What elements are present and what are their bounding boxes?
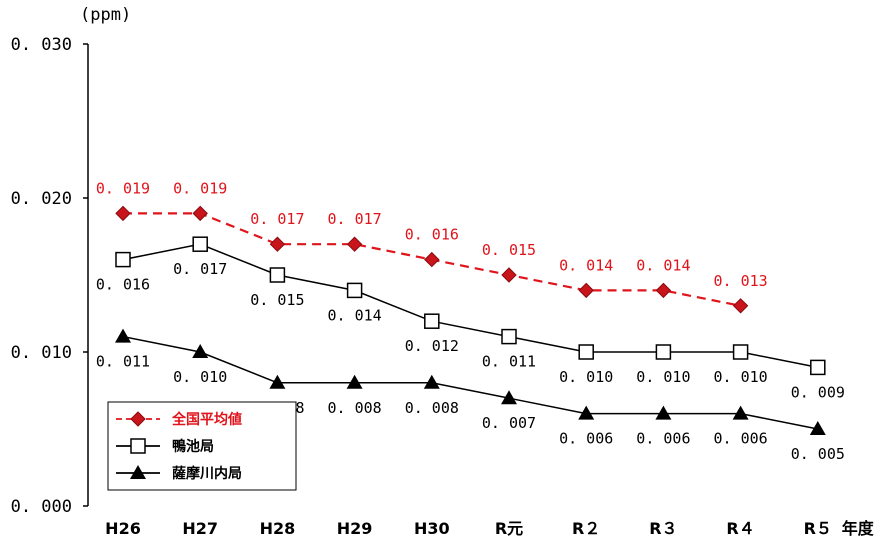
x-tick-label: R５ <box>804 519 832 538</box>
data-label: 0. 017 <box>173 260 227 278</box>
data-label: 0. 015 <box>250 291 304 309</box>
x-tick-label: R３ <box>649 519 677 538</box>
data-label: 0. 008 <box>328 399 382 417</box>
data-label: 0. 010 <box>559 368 613 386</box>
series-2 <box>116 237 825 374</box>
legend-label: 鴨池局 <box>172 438 214 455</box>
x-tick-label: R２ <box>572 519 600 538</box>
data-label: 0. 010 <box>173 368 227 386</box>
data-label: 0. 009 <box>791 383 845 401</box>
data-label: 0. 019 <box>96 179 150 197</box>
data-point <box>579 283 593 297</box>
data-point <box>811 360 825 374</box>
data-point <box>655 406 671 420</box>
data-label: 0. 013 <box>714 272 768 290</box>
data-label: 0. 007 <box>482 414 536 432</box>
data-label: 0. 006 <box>714 430 768 448</box>
legend-marker <box>131 439 145 453</box>
data-point <box>733 406 749 420</box>
data-label: 0. 005 <box>791 445 845 463</box>
data-point <box>270 268 284 282</box>
data-label: 0. 006 <box>559 430 613 448</box>
data-point <box>424 375 440 389</box>
data-point <box>425 314 439 328</box>
data-point <box>579 345 593 359</box>
data-point <box>269 375 285 389</box>
data-point <box>734 345 748 359</box>
data-label: 0. 011 <box>482 353 536 371</box>
data-label: 0. 014 <box>559 256 613 274</box>
data-label: 0. 012 <box>405 337 459 355</box>
data-label: 0. 014 <box>328 306 382 324</box>
data-point <box>193 206 207 220</box>
data-point <box>116 206 130 220</box>
data-label: 0. 006 <box>636 430 690 448</box>
data-label: 0. 015 <box>482 241 536 259</box>
data-label: 0. 010 <box>714 368 768 386</box>
data-point <box>193 237 207 251</box>
y-tick-label: 0. 010 <box>11 343 72 363</box>
data-label: 0. 017 <box>328 210 382 228</box>
data-label: 0. 011 <box>96 353 150 371</box>
y-tick-label: 0. 030 <box>11 35 72 55</box>
data-label: 0. 008 <box>405 399 459 417</box>
data-label: 0. 010 <box>636 368 690 386</box>
x-tick-label: H28 <box>260 519 296 538</box>
data-point <box>115 329 131 343</box>
x-tick-label: R４ <box>726 519 754 538</box>
data-point <box>656 345 670 359</box>
data-point <box>502 330 516 344</box>
x-tick-label: H27 <box>182 519 218 538</box>
x-tick-label: H29 <box>337 519 373 538</box>
data-label: 0. 016 <box>96 276 150 294</box>
data-label: 0. 016 <box>405 226 459 244</box>
x-axis-suffix: 年度 <box>842 519 875 538</box>
data-label: 0. 017 <box>250 210 304 228</box>
data-point <box>116 253 130 267</box>
y-unit-label: (ppm) <box>80 5 131 25</box>
legend-label: 全国平均値 <box>171 411 242 428</box>
data-point <box>656 283 670 297</box>
data-point <box>502 268 516 282</box>
data-point <box>425 253 439 267</box>
data-label: 0. 019 <box>173 179 227 197</box>
data-point <box>348 283 362 297</box>
data-point <box>270 237 284 251</box>
x-tick-label: H26 <box>105 519 141 538</box>
x-tick-label: R元 <box>495 519 523 538</box>
data-point <box>734 299 748 313</box>
data-label: 0. 014 <box>636 256 690 274</box>
x-tick-label: H30 <box>414 519 450 538</box>
data-point <box>348 237 362 251</box>
data-point <box>347 375 363 389</box>
y-tick-label: 0. 000 <box>11 497 72 517</box>
legend-label: 薩摩川内局 <box>172 465 242 482</box>
series-layer <box>115 206 826 435</box>
y-tick-label: 0. 020 <box>11 189 72 209</box>
